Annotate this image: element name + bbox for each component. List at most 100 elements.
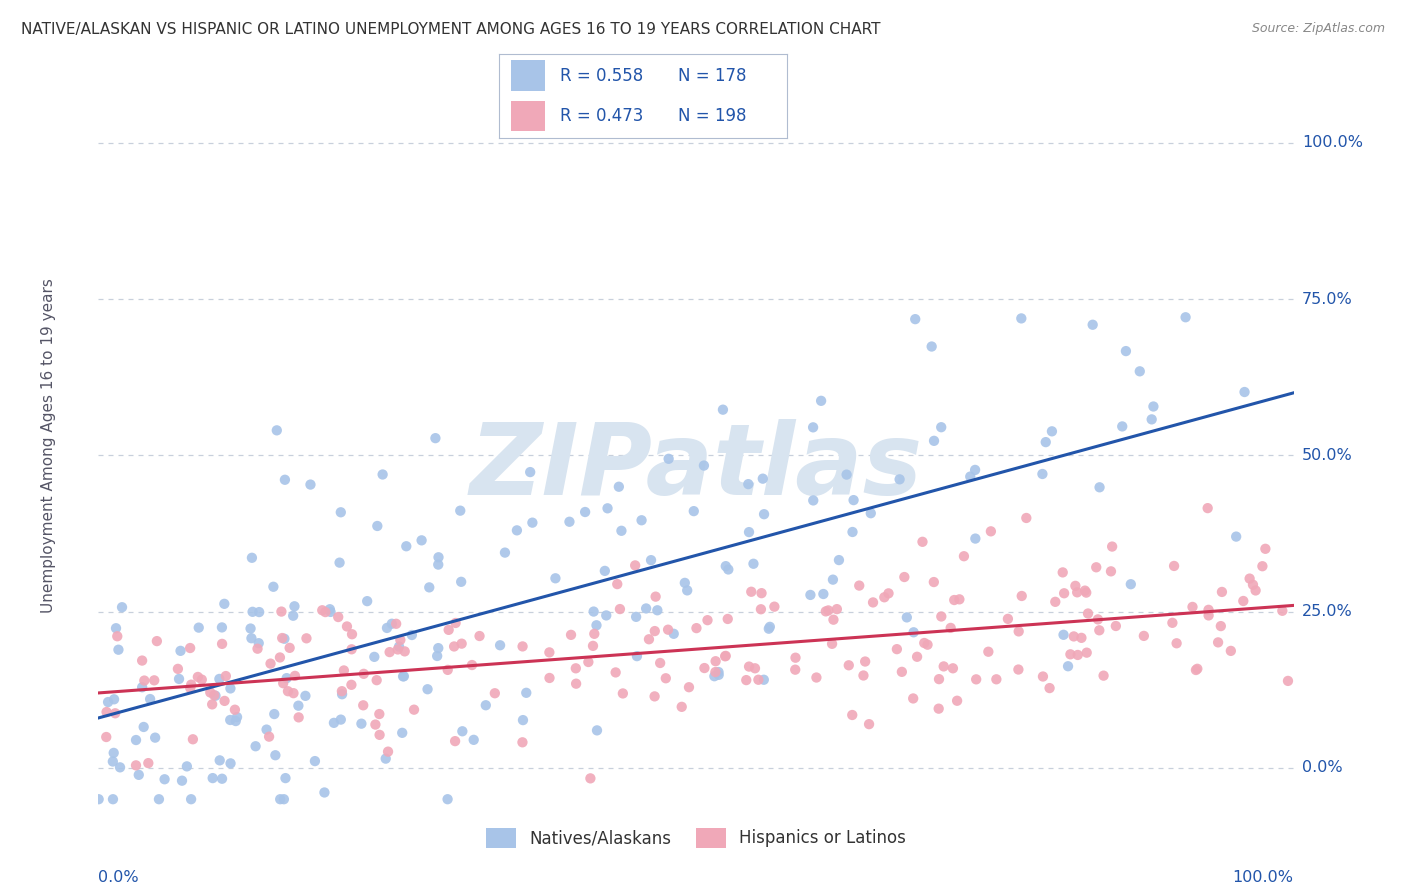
Text: 50.0%: 50.0%	[1302, 448, 1353, 463]
Point	[240, 632, 263, 646]
Point	[314, 605, 336, 619]
Point	[512, 735, 534, 749]
Point	[515, 686, 537, 700]
Point	[932, 659, 955, 673]
Point	[1129, 364, 1152, 378]
Point	[821, 573, 844, 587]
Point	[368, 728, 391, 742]
Point	[873, 591, 896, 605]
Point	[835, 467, 858, 482]
Point	[276, 671, 298, 685]
Point	[1081, 318, 1104, 332]
Point	[108, 760, 131, 774]
Point	[785, 663, 807, 677]
Point	[1239, 572, 1261, 586]
Point	[1031, 467, 1053, 481]
Point	[131, 654, 153, 668]
Point	[662, 627, 685, 641]
Point	[1198, 608, 1220, 623]
Point	[903, 625, 925, 640]
Point	[443, 640, 465, 654]
Point	[134, 673, 156, 688]
Point	[640, 553, 662, 567]
Point	[596, 501, 619, 516]
Point	[693, 661, 716, 675]
Point	[105, 629, 128, 643]
Point	[693, 458, 716, 473]
Point	[673, 575, 696, 590]
Point	[707, 665, 730, 679]
Point	[1206, 635, 1229, 649]
Point	[266, 423, 288, 437]
Point	[558, 515, 581, 529]
Point	[644, 690, 666, 704]
Point	[817, 603, 839, 617]
Text: 75.0%: 75.0%	[1302, 292, 1353, 307]
Point	[101, 792, 124, 806]
Point	[605, 665, 627, 680]
Point	[437, 623, 460, 637]
Text: 25.0%: 25.0%	[1302, 604, 1353, 619]
Point	[512, 713, 534, 727]
Point	[274, 771, 297, 785]
Point	[1161, 615, 1184, 630]
Point	[200, 685, 222, 699]
Point	[738, 659, 761, 673]
Point	[329, 556, 352, 570]
Point	[368, 707, 391, 722]
Point	[1111, 419, 1133, 434]
Point	[1241, 578, 1264, 592]
Point	[394, 644, 416, 658]
Text: N = 178: N = 178	[678, 67, 747, 85]
Point	[538, 671, 561, 685]
Text: NATIVE/ALASKAN VS HISPANIC OR LATINO UNEMPLOYMENT AMONG AGES 16 TO 19 YEARS CORR: NATIVE/ALASKAN VS HISPANIC OR LATINO UNE…	[21, 22, 880, 37]
Point	[946, 694, 969, 708]
Point	[103, 692, 125, 706]
Point	[624, 558, 647, 573]
Point	[948, 592, 970, 607]
Point	[1142, 400, 1164, 414]
Point	[1251, 559, 1274, 574]
Point	[103, 746, 125, 760]
Point	[1039, 681, 1062, 695]
Point	[823, 613, 845, 627]
Point	[714, 559, 737, 574]
Point	[586, 723, 609, 738]
Point	[391, 726, 413, 740]
Point	[187, 670, 209, 684]
Point	[105, 621, 128, 635]
Point	[364, 717, 387, 731]
Point	[167, 662, 190, 676]
Point	[350, 716, 373, 731]
Point	[714, 648, 737, 663]
Point	[170, 773, 193, 788]
Point	[821, 637, 844, 651]
Point	[475, 698, 498, 713]
Point	[287, 698, 309, 713]
Point	[340, 642, 363, 657]
Point	[810, 393, 832, 408]
Point	[180, 678, 202, 692]
Point	[751, 586, 773, 600]
Point	[294, 689, 316, 703]
Point	[128, 768, 150, 782]
Point	[889, 472, 911, 486]
Point	[1115, 344, 1137, 359]
Point	[180, 792, 202, 806]
Point	[311, 603, 333, 617]
Point	[444, 734, 467, 748]
Point	[1057, 659, 1080, 673]
Point	[997, 612, 1019, 626]
Point	[1035, 435, 1057, 450]
Point	[263, 707, 285, 722]
Point	[929, 420, 952, 434]
Point	[107, 642, 129, 657]
Point	[939, 621, 962, 635]
Point	[911, 534, 934, 549]
Point	[1271, 604, 1294, 618]
Point	[959, 469, 981, 483]
Point	[953, 549, 976, 564]
Point	[704, 665, 727, 679]
Point	[853, 655, 876, 669]
Point	[169, 644, 191, 658]
